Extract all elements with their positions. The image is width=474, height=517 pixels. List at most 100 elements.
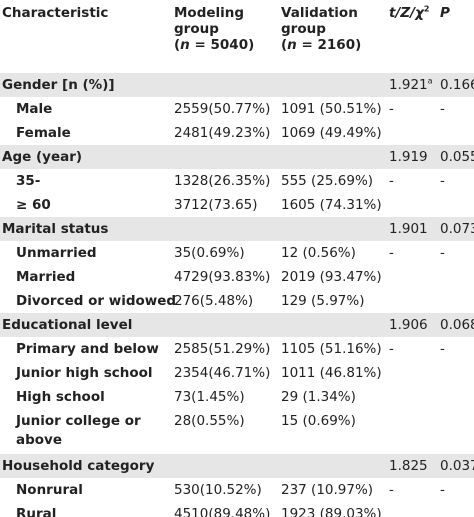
stat-value: 1.825 [389, 454, 428, 478]
p-value: - [440, 478, 445, 502]
header-characteristic: Characteristic [2, 5, 109, 21]
table-group-row: Marital status 1.901 0.073 [0, 217, 474, 241]
modeling-value: 530(10.52%) [174, 478, 262, 502]
p-value: 0.166 [440, 73, 474, 97]
row-label-text: Age (year) [2, 149, 83, 165]
p-value-text: - [440, 341, 445, 357]
validation-value: 1923 (89.03%) [281, 502, 382, 517]
row-label-text: Rural [16, 506, 57, 517]
table-row: Primary and below 2585(51.29%) 1105 (51.16… [0, 337, 474, 361]
stat-value-text: - [389, 341, 394, 357]
stat-value: - [389, 169, 394, 193]
header-modeling-line2: group [174, 21, 219, 37]
validation-value: 1091 (50.51%) [281, 97, 382, 121]
validation-value-text: 12 (0.56%) [281, 245, 356, 261]
table-group-row: Gender [n (%)] 1.921a 0.166 [0, 73, 474, 97]
validation-value-text: 237 (10.97%) [281, 482, 374, 498]
p-value-text: - [440, 482, 445, 498]
validation-value-text: 1091 (50.51%) [281, 101, 382, 117]
modeling-value-text: 530(10.52%) [174, 482, 262, 498]
stat-value: 1.906 [389, 313, 428, 337]
header-modeling: Modeling group (n = 5040) [174, 5, 254, 53]
modeling-value: 276(5.48%) [174, 289, 253, 313]
row-label: Age (year) [2, 145, 82, 169]
p-value-text: 0.073 [440, 221, 474, 237]
stat-value: 1.919 [389, 145, 428, 169]
p-value: 0.068 [440, 313, 474, 337]
stat-value-text: 1.919 [389, 149, 428, 165]
row-label: 35- [16, 169, 40, 193]
header-validation-line1: Validation [281, 5, 358, 21]
header-modeling-n: (n = 5040) [174, 37, 254, 53]
row-label: Gender [n (%)] [2, 73, 115, 97]
modeling-value-text: 28(0.55%) [174, 413, 245, 429]
stat-value: - [389, 337, 394, 361]
stat-value: 1.901 [389, 217, 428, 241]
modeling-value-text: 2354(46.71%) [174, 365, 271, 381]
validation-value: 555 (25.69%) [281, 169, 373, 193]
table-row: Female 2481(49.23%) 1069 (49.49%) [0, 121, 474, 145]
modeling-value: 35(0.69%) [174, 241, 245, 265]
table-row: Rural 4510(89.48%) 1923 (89.03%) [0, 502, 474, 517]
p-value: 0.073 [440, 217, 474, 241]
stat-value-text: 1.825 [389, 458, 428, 474]
stat-value-text: 1.921 [389, 77, 428, 93]
modeling-value: 4729(93.83%) [174, 265, 270, 289]
row-label-text: Male [16, 101, 53, 117]
modeling-value: 2559(50.77%) [174, 97, 270, 121]
header-p: P [440, 5, 450, 21]
stat-value-text: - [389, 101, 394, 117]
p-value: - [440, 97, 445, 121]
validation-value: 15 (0.69%) [281, 409, 356, 433]
p-value: - [440, 241, 445, 265]
modeling-value-text: 4729(93.83%) [174, 269, 271, 285]
p-value: 0.055 [440, 145, 474, 169]
header-modeling-n-var: n [180, 37, 190, 53]
table-row: Junior high school 2354(46.71%) 1011 (46.8… [0, 361, 474, 385]
validation-value-text: 29 (1.34%) [281, 389, 356, 405]
stat-value: - [389, 241, 394, 265]
p-value-text: 0.055 [440, 149, 474, 165]
p-value-text: 0.037 [440, 458, 474, 474]
row-label-text: Gender [n (%)] [2, 77, 115, 93]
table-group-row: Educational level 1.906 0.068 [0, 313, 474, 337]
validation-value-text: 2019 (93.47%) [281, 269, 382, 285]
stat-value-text: 1.906 [389, 317, 428, 333]
modeling-value: 2585(51.29%) [174, 337, 270, 361]
validation-value-text: 555 (25.69%) [281, 173, 374, 189]
table-row: Divorced or widowed 276(5.48%) 129 (5.97%) [0, 289, 474, 313]
header-validation-line2: group [281, 21, 326, 37]
header-validation-n: (n = 2160) [281, 37, 361, 53]
p-value-text: 0.166 [440, 77, 474, 93]
header-p-text: P [440, 5, 450, 21]
validation-value-text: 1923 (89.03%) [281, 506, 382, 517]
validation-value: 29 (1.34%) [281, 385, 356, 409]
stat-value-text: 1.901 [389, 221, 428, 237]
row-label: Junior college or above [16, 412, 166, 450]
modeling-value-text: 2585(51.29%) [174, 341, 271, 357]
modeling-value-text: 3712(73.65) [174, 197, 258, 213]
row-label-text: Primary and below [16, 341, 159, 357]
p-value: - [440, 337, 445, 361]
p-value: 0.037 [440, 454, 474, 478]
header-validation: Validation group (n = 2160) [281, 5, 361, 53]
validation-value: 129 (5.97%) [281, 289, 364, 313]
modeling-value: 1328(26.35%) [174, 169, 270, 193]
p-value-text: - [440, 245, 445, 261]
row-label: Female [16, 121, 71, 145]
table-row: High school 73(1.45%) 29 (1.34%) [0, 385, 474, 409]
row-label: Married [16, 265, 75, 289]
modeling-value: 4510(89.48%) [174, 502, 270, 517]
table-row: ≥ 60 3712(73.65) 1605 (74.31%) [0, 193, 474, 217]
table-header: Characteristic Modeling group (n = 5040)… [0, 0, 474, 73]
validation-value-text: 15 (0.69%) [281, 413, 356, 429]
row-label-text: Unmarried [16, 245, 97, 261]
row-label: Household category [2, 454, 154, 478]
validation-value: 1011 (46.81%) [281, 361, 382, 385]
validation-value-text: 1105 (51.16%) [281, 341, 382, 357]
validation-value-text: 1011 (46.81%) [281, 365, 382, 381]
stat-value: - [389, 97, 394, 121]
header-stat: t/Z/χ2 [389, 5, 429, 21]
modeling-value-text: 2559(50.77%) [174, 101, 271, 117]
